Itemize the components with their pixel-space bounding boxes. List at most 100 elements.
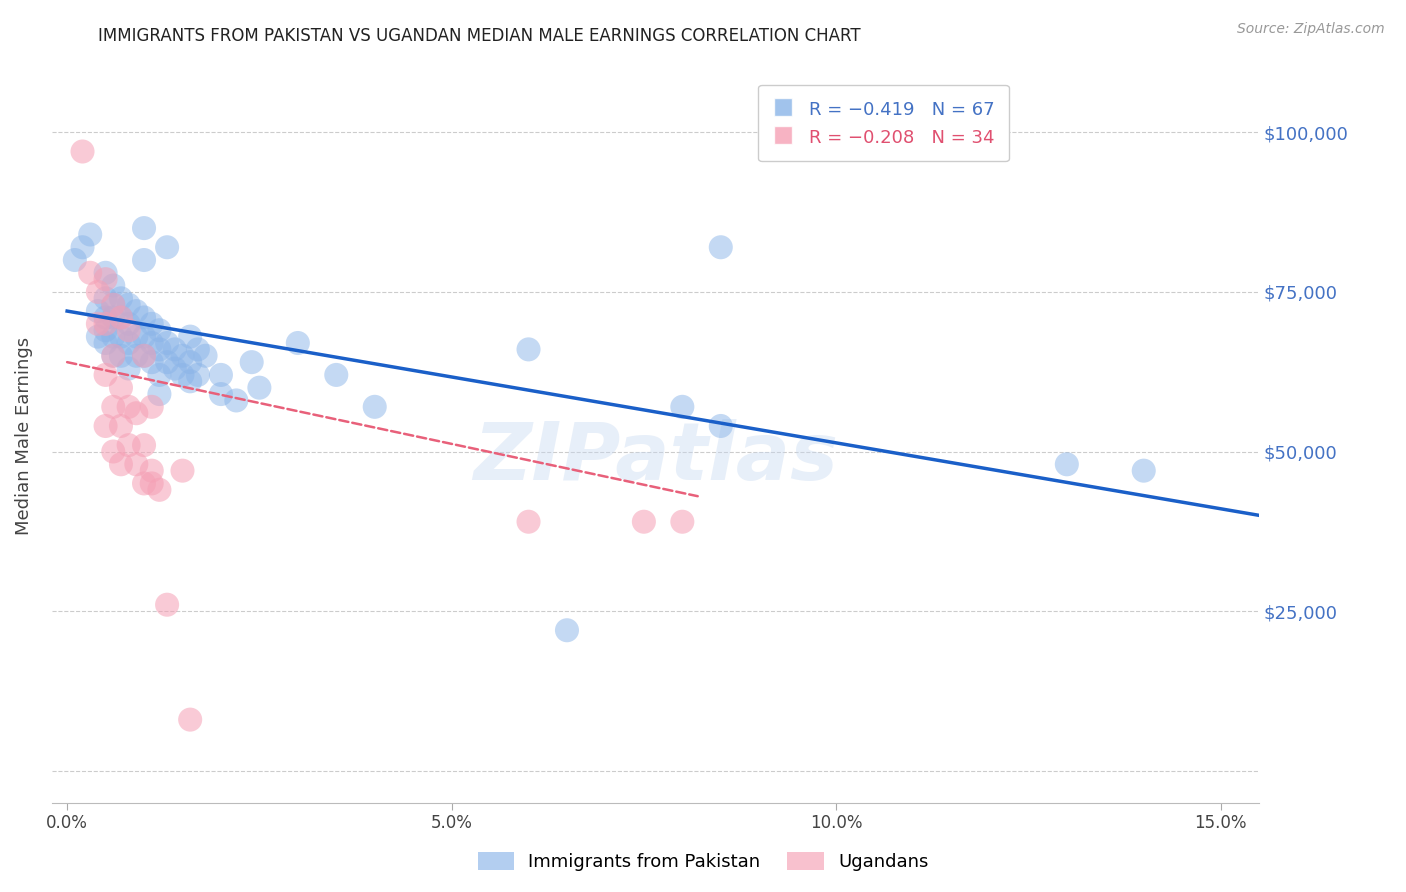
Point <box>156 336 179 351</box>
Point <box>79 266 101 280</box>
Point <box>103 329 125 343</box>
Point <box>110 310 132 325</box>
Point <box>103 444 125 458</box>
Point <box>156 598 179 612</box>
Point <box>94 272 117 286</box>
Point <box>148 323 170 337</box>
Point <box>172 368 194 382</box>
Point <box>141 464 163 478</box>
Point <box>141 336 163 351</box>
Point <box>118 438 141 452</box>
Point <box>172 464 194 478</box>
Point <box>555 624 578 638</box>
Point <box>103 349 125 363</box>
Point <box>118 298 141 312</box>
Point <box>225 393 247 408</box>
Point <box>172 349 194 363</box>
Point <box>110 329 132 343</box>
Point <box>125 349 148 363</box>
Point <box>364 400 387 414</box>
Point <box>125 304 148 318</box>
Point <box>125 457 148 471</box>
Point <box>94 266 117 280</box>
Point <box>72 240 94 254</box>
Point <box>179 713 201 727</box>
Point <box>710 240 733 254</box>
Text: IMMIGRANTS FROM PAKISTAN VS UGANDAN MEDIAN MALE EARNINGS CORRELATION CHART: IMMIGRANTS FROM PAKISTAN VS UGANDAN MEDI… <box>98 27 860 45</box>
Point <box>179 374 201 388</box>
Point <box>118 361 141 376</box>
Point <box>125 329 148 343</box>
Point <box>141 400 163 414</box>
Point <box>1056 457 1078 471</box>
Point <box>110 291 132 305</box>
Point <box>103 298 125 312</box>
Point <box>132 349 155 363</box>
Point <box>132 310 155 325</box>
Point <box>94 368 117 382</box>
Point <box>187 343 209 357</box>
Point <box>118 400 141 414</box>
Point <box>94 419 117 434</box>
Point <box>710 419 733 434</box>
Point <box>118 336 141 351</box>
Point <box>79 227 101 242</box>
Point <box>517 515 540 529</box>
Point <box>141 317 163 331</box>
Point <box>671 515 693 529</box>
Point <box>87 304 110 318</box>
Point <box>103 278 125 293</box>
Point <box>156 240 179 254</box>
Point <box>87 329 110 343</box>
Point <box>132 438 155 452</box>
Point <box>118 323 141 337</box>
Point <box>179 355 201 369</box>
Point <box>103 310 125 325</box>
Point <box>94 317 117 331</box>
Legend: Immigrants from Pakistan, Ugandans: Immigrants from Pakistan, Ugandans <box>471 845 935 879</box>
Point <box>194 349 217 363</box>
Point <box>103 400 125 414</box>
Point <box>148 343 170 357</box>
Point <box>517 343 540 357</box>
Point <box>141 476 163 491</box>
Point <box>118 317 141 331</box>
Point <box>209 368 232 382</box>
Point <box>103 298 125 312</box>
Point <box>132 349 155 363</box>
Point <box>247 381 270 395</box>
Point <box>240 355 263 369</box>
Point <box>1132 464 1154 478</box>
Point <box>110 349 132 363</box>
Y-axis label: Median Male Earnings: Median Male Earnings <box>15 336 32 534</box>
Point <box>94 336 117 351</box>
Point <box>110 381 132 395</box>
Point <box>132 252 155 267</box>
Point <box>125 406 148 420</box>
Point <box>209 387 232 401</box>
Point <box>132 221 155 235</box>
Text: ZIPatlas: ZIPatlas <box>472 418 838 497</box>
Point <box>141 355 163 369</box>
Point <box>87 317 110 331</box>
Point <box>148 368 170 382</box>
Point <box>179 329 201 343</box>
Point <box>671 400 693 414</box>
Point <box>94 291 117 305</box>
Point <box>87 285 110 299</box>
Point <box>633 515 655 529</box>
Point <box>287 336 309 351</box>
Point <box>72 145 94 159</box>
Point <box>132 476 155 491</box>
Point <box>94 323 117 337</box>
Point <box>103 349 125 363</box>
Legend: R = −0.419   N = 67, R = −0.208   N = 34: R = −0.419 N = 67, R = −0.208 N = 34 <box>758 85 1008 161</box>
Point <box>156 355 179 369</box>
Point <box>187 368 209 382</box>
Text: Source: ZipAtlas.com: Source: ZipAtlas.com <box>1237 22 1385 37</box>
Point <box>325 368 347 382</box>
Point <box>110 310 132 325</box>
Point <box>110 457 132 471</box>
Point <box>110 419 132 434</box>
Point <box>132 329 155 343</box>
